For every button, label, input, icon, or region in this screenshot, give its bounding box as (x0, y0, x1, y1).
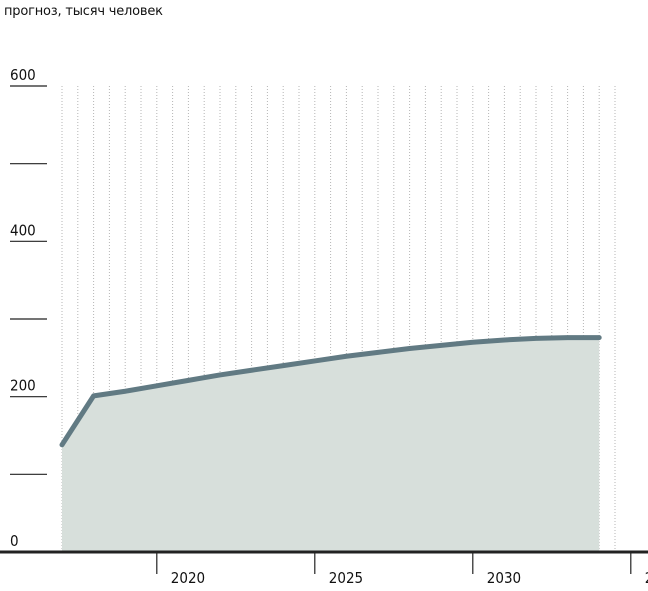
x-axis: 2020 2025 2030 2035 (0, 550, 648, 587)
y-tick-label: 400 (10, 221, 36, 239)
y-axis: 0 200 400 600 (10, 66, 47, 550)
x-tick-label: 2025 (329, 569, 363, 587)
area-series-group (59, 335, 602, 552)
y-tick-label: 200 (10, 377, 36, 395)
y-tick-label: 600 (10, 66, 36, 84)
chart-subtitle: прогноз, тысяч человек (4, 4, 163, 19)
x-tick-label: 2020 (171, 569, 205, 587)
x-tick-label: 2035 (645, 569, 648, 587)
area-fill (62, 337, 600, 552)
y-tick-label: 0 (10, 532, 19, 550)
x-tick-label: 2030 (487, 569, 521, 587)
series-line (59, 335, 602, 448)
